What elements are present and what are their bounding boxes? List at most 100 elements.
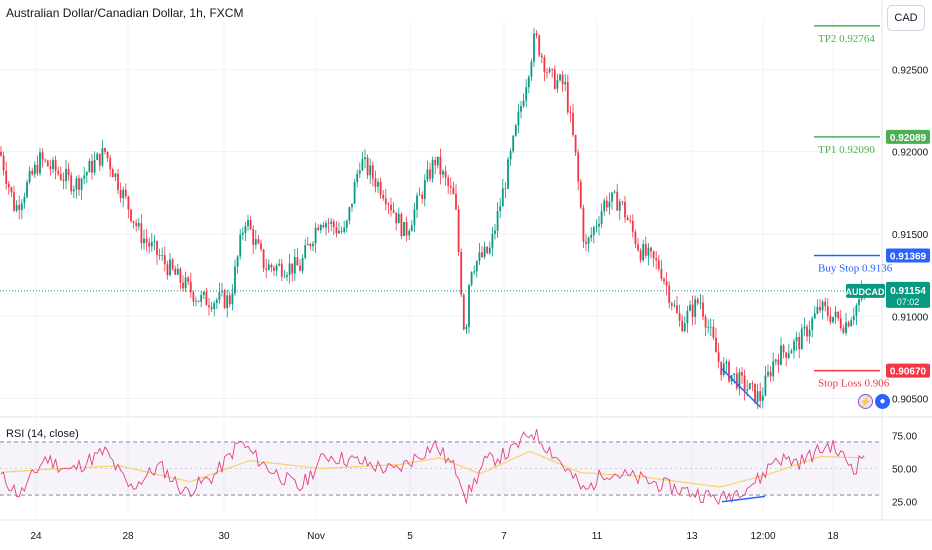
candle-body <box>83 175 86 179</box>
price-tick-label: 0.91000 <box>892 312 929 323</box>
candle-body <box>569 112 572 114</box>
candle-body <box>634 231 637 245</box>
candle-body <box>418 194 421 196</box>
candle-body <box>444 171 447 178</box>
candle-body <box>2 155 5 171</box>
candle-body <box>556 80 559 89</box>
rsi-line <box>0 429 865 506</box>
candle-body <box>665 281 668 286</box>
price-badge-label: 0.91369 <box>890 252 927 263</box>
candle-body <box>512 135 515 152</box>
candle-body <box>161 255 164 256</box>
candle-body <box>218 292 221 300</box>
flag-icon[interactable]: ● <box>875 394 890 409</box>
candle-body <box>117 173 119 190</box>
candle-body <box>392 210 395 213</box>
candle-body <box>538 35 541 56</box>
candle-body <box>572 112 574 136</box>
candle-body <box>122 189 125 199</box>
candle-body <box>624 201 626 218</box>
candle-body <box>566 81 569 113</box>
candle-body <box>598 223 600 227</box>
candle-body <box>821 301 824 311</box>
candle-body <box>70 175 73 192</box>
candle-body <box>41 152 44 160</box>
chart-title: Australian Dollar/Canadian Dollar, 1h, F… <box>6 6 244 20</box>
candle-body <box>509 151 512 160</box>
candle-body <box>798 337 801 350</box>
candle-body <box>262 249 265 269</box>
candle-body <box>735 373 738 389</box>
candle-body <box>135 222 138 227</box>
candle-body <box>101 147 104 166</box>
rsi-tick-label: 25.00 <box>892 498 917 509</box>
candle-body <box>483 246 486 257</box>
candle-body <box>553 69 556 89</box>
candle-body <box>171 259 174 269</box>
candle-body <box>257 239 260 244</box>
candle-body <box>158 255 161 256</box>
candle-body <box>785 352 788 358</box>
candle-body <box>478 252 481 262</box>
candle-body <box>587 237 590 244</box>
candle-body <box>852 315 855 321</box>
candle-body <box>769 371 772 377</box>
candle-body <box>46 160 49 167</box>
candle-body <box>564 81 567 85</box>
candle-body <box>808 329 811 337</box>
candle-body <box>720 361 723 376</box>
candle-body <box>652 251 655 259</box>
candle-body <box>226 295 229 308</box>
level-label: TP1 0.92090 <box>818 144 875 156</box>
candle-body <box>379 181 382 196</box>
candle-body <box>491 233 494 248</box>
candle-body <box>215 299 218 303</box>
candle-body <box>293 257 296 274</box>
candle-body <box>189 281 192 293</box>
candle-body <box>704 316 707 328</box>
candle-body <box>574 135 577 153</box>
candle-body <box>462 294 465 330</box>
candle-body <box>488 247 491 254</box>
rsi-title: RSI (14, close) <box>6 428 79 440</box>
candle-body <box>530 61 533 77</box>
candle-body <box>842 328 845 333</box>
candle-body <box>88 160 91 173</box>
candle-body <box>650 247 652 252</box>
candle-body <box>819 306 821 311</box>
candle-body <box>231 293 234 305</box>
candle-body <box>5 170 8 184</box>
candle-body <box>192 292 195 302</box>
currency-button[interactable]: CAD <box>887 5 925 31</box>
candle-body <box>647 247 650 256</box>
lightning-icon[interactable]: ⚡ <box>858 394 873 409</box>
candle-body <box>678 313 681 321</box>
candle-body <box>421 194 424 199</box>
candle-body <box>655 258 658 261</box>
candle-body <box>239 234 242 257</box>
candle-body <box>202 291 205 296</box>
candle-body <box>676 305 678 314</box>
candle-body <box>436 156 439 166</box>
candle-body <box>449 185 452 188</box>
candle-body <box>319 225 322 231</box>
candle-body <box>166 264 169 276</box>
candle-body <box>481 252 483 257</box>
candle-body <box>803 326 806 329</box>
candle-body <box>15 204 18 211</box>
candle-body <box>691 304 694 317</box>
candle-body <box>452 187 455 195</box>
event-icons[interactable]: ⚡ ● <box>858 394 890 409</box>
candle-body <box>715 337 717 353</box>
candle-body <box>52 160 54 169</box>
candle-body <box>93 159 96 173</box>
candle-body <box>210 307 213 310</box>
candle-body <box>332 221 335 228</box>
candle-body <box>260 243 262 250</box>
candle-body <box>364 157 366 160</box>
candle-body <box>72 189 75 192</box>
candle-body <box>837 311 840 319</box>
candle-body <box>26 182 28 197</box>
candle-body <box>249 220 252 230</box>
